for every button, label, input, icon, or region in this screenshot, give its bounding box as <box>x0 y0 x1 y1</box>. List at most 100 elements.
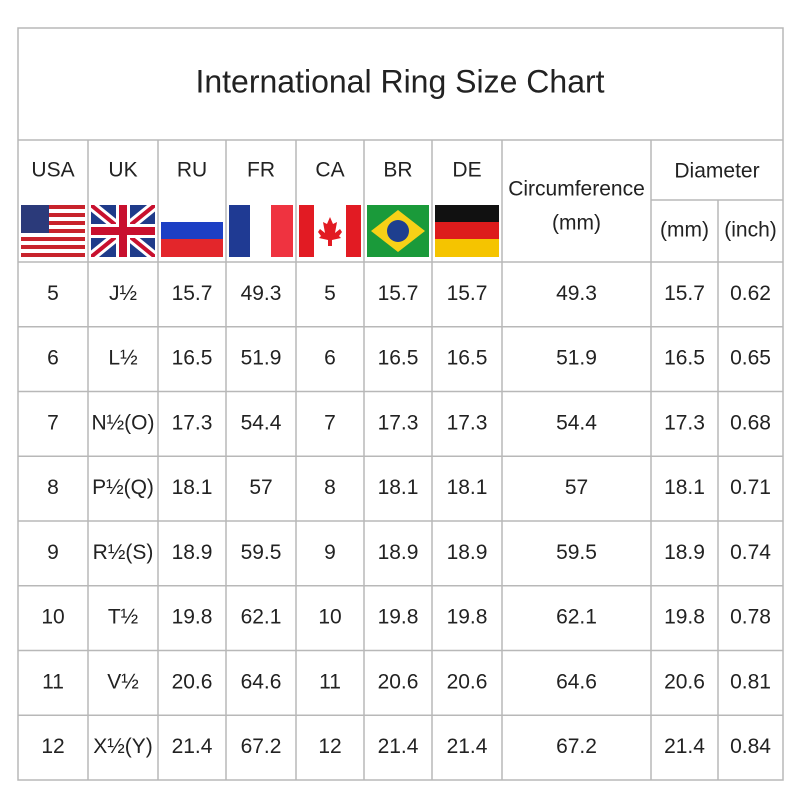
cell: 19.8 <box>172 606 213 629</box>
cell: R½(S) <box>93 541 154 564</box>
cell: 62.1 <box>241 606 282 629</box>
cell: 21.4 <box>378 735 419 758</box>
flag-brazil <box>367 205 429 257</box>
cell: 7 <box>47 411 59 434</box>
cell: 21.4 <box>172 735 213 758</box>
cell: 0.71 <box>730 476 771 499</box>
flag-uk <box>91 205 155 257</box>
cell: 11 <box>42 670 64 693</box>
column-header: BR <box>383 159 412 182</box>
cell: 59.5 <box>556 541 597 564</box>
cell: 51.9 <box>556 347 597 370</box>
cell: 12 <box>318 735 341 758</box>
cell: 18.1 <box>378 476 419 499</box>
cell: 15.7 <box>172 282 213 305</box>
cell: 0.81 <box>730 670 771 693</box>
cell: T½ <box>108 606 138 629</box>
cell: 6 <box>47 347 59 370</box>
cell: 54.4 <box>241 411 282 434</box>
cell: 7 <box>324 411 336 434</box>
column-header: FR <box>247 159 275 182</box>
cell: 18.1 <box>172 476 213 499</box>
column-header: DE <box>452 159 481 182</box>
cell: 67.2 <box>241 735 282 758</box>
cell: 49.3 <box>556 282 597 305</box>
cell: 20.6 <box>378 670 419 693</box>
flag-canada <box>299 205 361 257</box>
column-header: UK <box>108 159 137 182</box>
cell: 18.9 <box>172 541 213 564</box>
cell: 10 <box>41 606 64 629</box>
cell: 62.1 <box>556 606 597 629</box>
cell: 57 <box>565 476 588 499</box>
cell: 15.7 <box>378 282 419 305</box>
cell: 15.7 <box>447 282 488 305</box>
cell: 9 <box>47 541 59 564</box>
cell: 18.9 <box>378 541 419 564</box>
flag-germany <box>435 205 499 257</box>
cell: P½(Q) <box>92 476 154 499</box>
cell: 16.5 <box>664 347 705 370</box>
title: International Ring Size Chart <box>195 63 604 99</box>
cell: 20.6 <box>447 670 488 693</box>
flag-usa <box>21 205 85 257</box>
cell: 6 <box>324 347 336 370</box>
cell: 54.4 <box>556 411 597 434</box>
table-border <box>17 27 784 781</box>
cell: 15.7 <box>664 282 705 305</box>
cell: 0.84 <box>730 735 771 758</box>
cell: L½ <box>108 347 137 370</box>
cell: 20.6 <box>172 670 213 693</box>
column-header: CA <box>315 159 344 182</box>
cell: 19.8 <box>447 606 488 629</box>
column-subheader: (mm) <box>660 219 709 242</box>
cell: J½ <box>109 282 137 305</box>
cell: X½(Y) <box>93 735 153 758</box>
cell: 0.68 <box>730 411 771 434</box>
cell: 67.2 <box>556 735 597 758</box>
cell: 10 <box>318 606 341 629</box>
cell: 5 <box>324 282 336 305</box>
cell: 12 <box>41 735 64 758</box>
cell: 17.3 <box>664 411 705 434</box>
cell: 18.1 <box>447 476 488 499</box>
cell: 0.74 <box>730 541 771 564</box>
cell: 18.1 <box>664 476 705 499</box>
cell: 19.8 <box>664 606 705 629</box>
column-header: Circumference <box>508 178 645 201</box>
cell: 21.4 <box>447 735 488 758</box>
cell: 17.3 <box>447 411 488 434</box>
cell: 19.8 <box>378 606 419 629</box>
column-subheader: (inch) <box>724 219 777 242</box>
grid <box>18 139 783 780</box>
cell: 51.9 <box>241 347 282 370</box>
column-header: (mm) <box>552 212 601 235</box>
cell: 49.3 <box>241 282 282 305</box>
cell: 8 <box>324 476 336 499</box>
cell: 0.65 <box>730 347 771 370</box>
cell: 59.5 <box>241 541 282 564</box>
cell: 8 <box>47 476 59 499</box>
flag-russia <box>161 205 223 257</box>
column-header: Diameter <box>674 160 759 183</box>
cell: V½ <box>107 670 139 693</box>
cell: 0.78 <box>730 606 771 629</box>
cell: 16.5 <box>447 347 488 370</box>
cell: 5 <box>47 282 59 305</box>
cell: 9 <box>324 541 336 564</box>
flag-france <box>229 205 293 257</box>
cell: 64.6 <box>556 670 597 693</box>
cell: 21.4 <box>664 735 705 758</box>
cell: 11 <box>319 670 341 693</box>
column-header: USA <box>31 159 74 182</box>
cell: 57 <box>249 476 272 499</box>
cell: 18.9 <box>664 541 705 564</box>
cell: 64.6 <box>241 670 282 693</box>
cell: 16.5 <box>172 347 213 370</box>
cell: 17.3 <box>172 411 213 434</box>
cell: 0.62 <box>730 282 771 305</box>
column-header: RU <box>177 159 207 182</box>
cell: 16.5 <box>378 347 419 370</box>
cell: 20.6 <box>664 670 705 693</box>
